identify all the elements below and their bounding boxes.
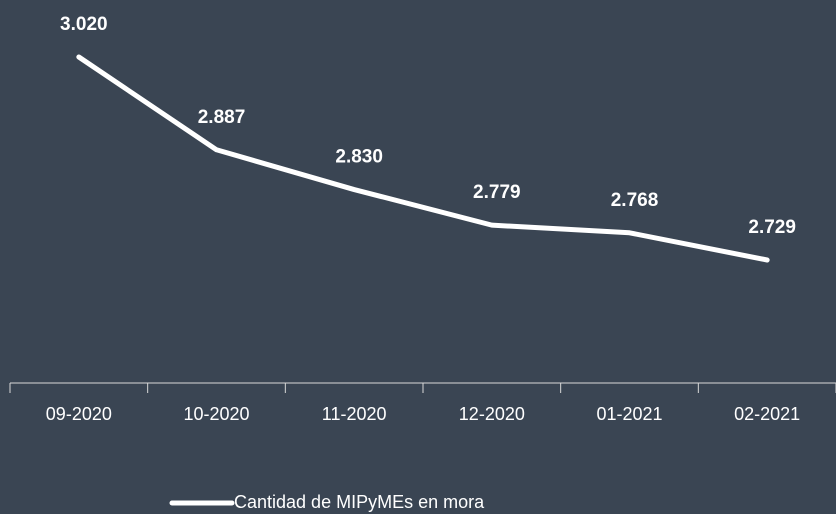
x-tick-label: 11-2020 bbox=[322, 404, 387, 424]
data-label: 2.779 bbox=[473, 182, 521, 203]
legend-label: Cantidad de MIPyMEs en mora bbox=[234, 492, 485, 512]
x-tick-label: 10-2020 bbox=[183, 404, 249, 424]
data-label: 2.887 bbox=[198, 107, 246, 128]
data-label: 3.020 bbox=[60, 14, 108, 35]
data-label: 2.768 bbox=[611, 190, 659, 211]
line bbox=[76, 54, 770, 263]
x-tick-label: 12-2020 bbox=[459, 404, 525, 424]
data-label: 2.830 bbox=[335, 147, 383, 168]
x-tick-label: 01-2021 bbox=[596, 404, 662, 424]
x-tick-label: 02-2021 bbox=[734, 404, 800, 424]
data-label: 2.729 bbox=[748, 217, 796, 238]
x-tick-label: 09-2020 bbox=[46, 404, 112, 424]
